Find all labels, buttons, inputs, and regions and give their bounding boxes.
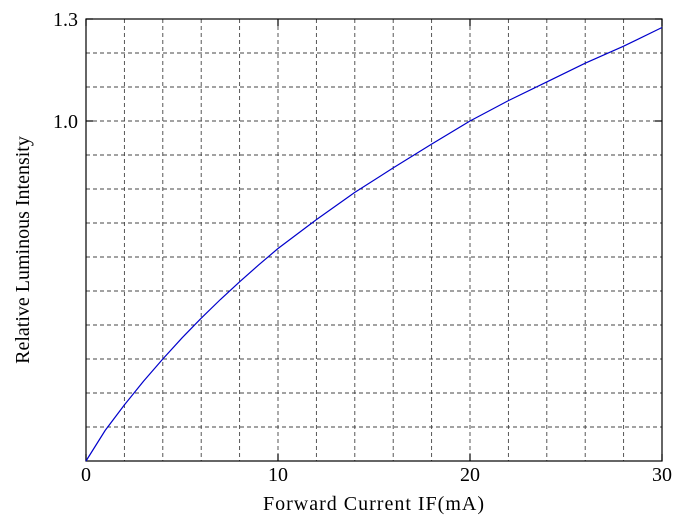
x-axis-title: Forward Current IF(mA) — [263, 493, 485, 515]
axis-ticks — [85, 18, 663, 461]
x-tick-label: 30 — [652, 464, 672, 486]
x-tick-label: 0 — [81, 464, 91, 486]
y-axis-title: Relative Luminous Intensity — [12, 136, 34, 364]
x-tick-label: 20 — [460, 464, 480, 486]
y-tick-label: 1.0 — [53, 111, 78, 133]
series-line — [85, 26, 663, 462]
x-tick-label: 10 — [268, 464, 288, 486]
plot-frame — [85, 18, 663, 462]
y-tick-label: 1.3 — [53, 9, 78, 31]
grid — [86, 19, 662, 461]
tick-labels: 0 10 20 30 1.0 1.3 — [53, 9, 672, 486]
